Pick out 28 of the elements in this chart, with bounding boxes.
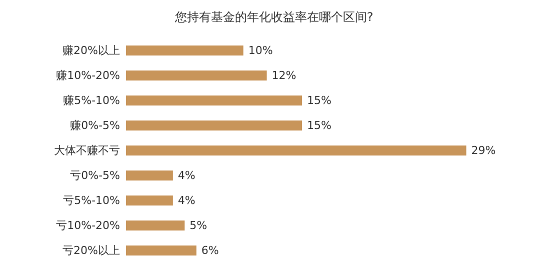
y-tick-label: 亏20%以上: [62, 244, 120, 257]
bar: [126, 70, 267, 80]
bar: [126, 170, 173, 180]
bar: [126, 146, 466, 156]
y-tick-label: 赚0%-5%: [70, 119, 120, 132]
data-label: 5%: [190, 219, 208, 232]
y-tick-label: 赚5%-10%: [63, 94, 120, 107]
data-label: 10%: [248, 44, 273, 57]
data-label: 6%: [201, 244, 219, 257]
data-label: 29%: [471, 144, 496, 157]
data-label: 15%: [307, 94, 332, 107]
bar: [126, 46, 244, 56]
chart-title: 您持有基金的年化收益率在哪个区间?: [174, 10, 374, 24]
y-tick-label: 亏10%-20%: [56, 219, 120, 232]
data-label: 4%: [178, 194, 196, 207]
bar: [126, 196, 173, 206]
y-tick-label: 亏5%-10%: [63, 194, 120, 207]
bar: [126, 246, 196, 256]
y-tick-label: 赚10%-20%: [56, 69, 120, 82]
bar: [126, 120, 302, 130]
data-label: 4%: [178, 169, 196, 182]
y-tick-label: 赚20%以上: [62, 44, 120, 57]
data-label: 12%: [272, 69, 296, 82]
y-tick-label: 亏0%-5%: [70, 169, 120, 182]
bar: [126, 220, 185, 230]
data-label: 15%: [307, 119, 332, 132]
bar: [126, 96, 302, 106]
y-tick-label: 大体不赚不亏: [54, 144, 120, 157]
